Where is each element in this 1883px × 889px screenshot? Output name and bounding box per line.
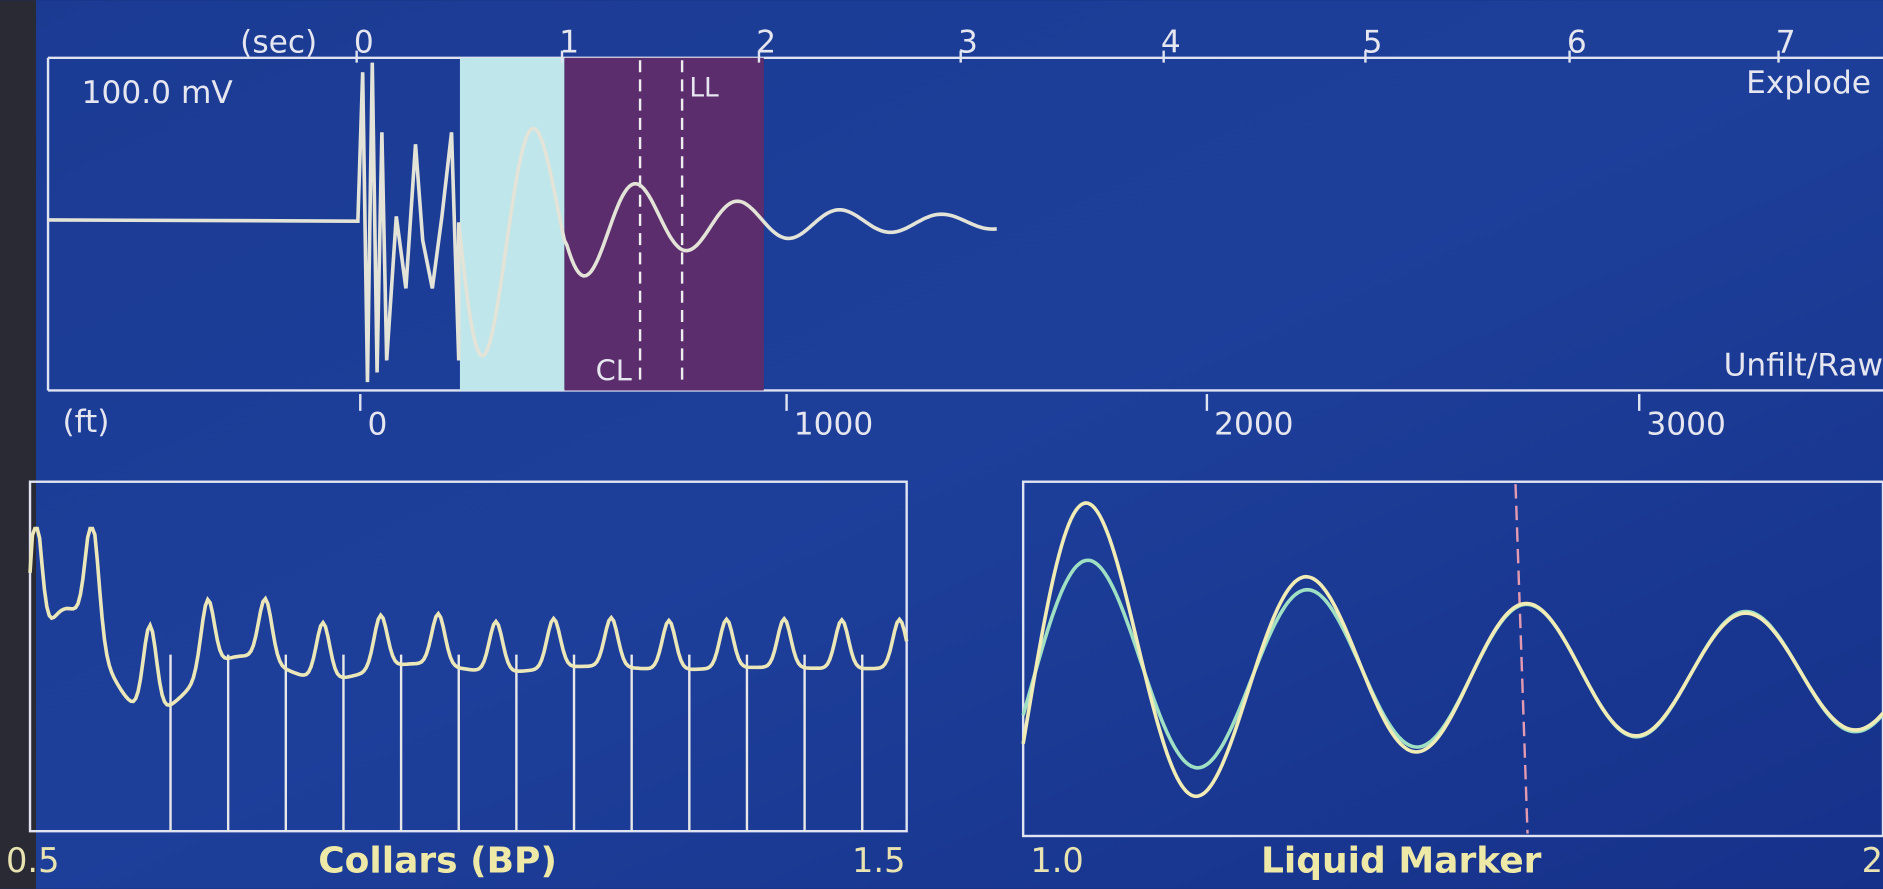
screen: (sec) 100.0 mV Explode LL CL Unfilt/Raw … [0,0,1883,889]
filter-label: Unfilt/Raw [1724,347,1883,383]
panel-title: Collars (BP) [318,840,557,881]
depth-tick-label: 3000 [1646,406,1725,442]
marker-label: LL [689,73,719,104]
time-unit: (sec) [240,24,317,60]
range-start: 1.0 [1030,841,1083,880]
depth-tick-label: 0 [367,406,387,442]
mode-label: Explode [1746,65,1871,101]
range-end: 1.5 [852,841,905,880]
depth-tick-label: 1000 [794,406,873,442]
depth-unit: (ft) [62,404,109,440]
range-start: 0.5 [6,841,59,880]
background [0,0,1883,889]
scale-label: 100.0 mV [82,75,234,111]
range-end: 2 [1862,841,1883,880]
depth-tick-label: 2000 [1214,406,1293,442]
marker-label: CL [596,353,632,387]
panel-title: Liquid Marker [1261,840,1542,881]
